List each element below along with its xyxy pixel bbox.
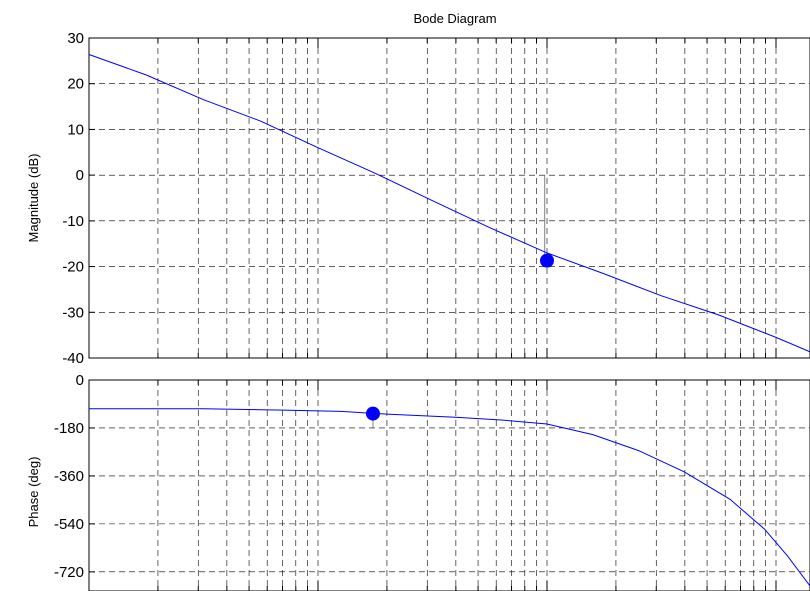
- chart-title: Bode Diagram: [413, 11, 496, 26]
- phase-panel: 0 -180 -360 -540 -720 Phase (deg): [26, 372, 810, 591]
- magnitude-plot-area: [88, 37, 810, 359]
- magnitude-axis-label: Magnitude (dB): [26, 154, 41, 243]
- phase-y-ticks: 0 -180 -360 -540 -720: [54, 372, 95, 581]
- y-tick-label: -540: [54, 516, 84, 533]
- y-tick-label: -40: [62, 350, 84, 367]
- y-tick-label: -30: [62, 304, 84, 321]
- phase-axis-label: Phase (deg): [26, 457, 41, 528]
- y-tick-label: 20: [67, 76, 84, 93]
- y-tick-label: -720: [54, 564, 84, 581]
- phase-series-line: [89, 408, 810, 587]
- magnitude-y-ticks: 30 20 10 0 -10 -20 -30 -40: [62, 30, 95, 367]
- y-tick-label: -360: [54, 468, 84, 485]
- y-tick-label: -20: [62, 259, 84, 276]
- y-tick-label: 10: [67, 121, 84, 138]
- y-tick-label: -10: [62, 213, 84, 230]
- magnitude-x-ticks: [157, 38, 777, 358]
- phase-marker[interactable]: [365, 406, 380, 421]
- y-tick-label: 0: [76, 167, 84, 184]
- y-tick-label: -180: [54, 420, 84, 437]
- magnitude-marker[interactable]: [540, 253, 554, 268]
- phase-plot-area: [88, 379, 810, 591]
- phase-grid: [89, 380, 810, 591]
- magnitude-grid: [89, 38, 810, 358]
- phase-x-ticks: [157, 380, 777, 591]
- y-tick-label: 30: [67, 30, 84, 47]
- magnitude-series-line: [88, 54, 810, 353]
- y-tick-label: 0: [76, 372, 84, 389]
- magnitude-panel: 30 20 10 0 -10 -20 -30 -40 Magnitude (dB): [26, 30, 810, 367]
